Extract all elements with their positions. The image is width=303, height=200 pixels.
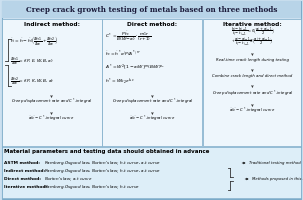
Text: Methods proposed in this study: Methods proposed in this study xyxy=(252,177,303,181)
Text: Indirect method:: Indirect method: xyxy=(4,169,45,173)
Text: $\dfrac{h_i-h_{i-1}}{t_i-t_{i-1}}=f_1\!\left(\dfrac{a_i+a_{i-1}}{2}\right)$: $\dfrac{h_i-h_{i-1}}{t_i-t_{i-1}}=f_1\!\… xyxy=(231,26,274,38)
Text: Ramberg-Osgood law, Norton's law; $h$-$t$ curve: Ramberg-Osgood law, Norton's law; $h$-$t… xyxy=(44,183,140,191)
Text: $\dot{h}_c = \dot{h}^*\alpha\left(P/A^*\right)^{n^*}$: $\dot{h}_c = \dot{h}^*\alpha\left(P/A^*\… xyxy=(105,48,142,58)
Text: Direct method:: Direct method: xyxy=(127,22,178,27)
Text: ASTM method:: ASTM method: xyxy=(4,161,40,165)
Text: $\dot{a}/\dot{c} - C^*$-integral curve: $\dot{a}/\dot{c} - C^*$-integral curve xyxy=(129,114,175,124)
Text: $\dfrac{\partial h_2}{\partial a} = f(P,K,W,B,a)$: $\dfrac{\partial h_2}{\partial a} = f(P,… xyxy=(10,75,54,87)
FancyBboxPatch shape xyxy=(102,19,202,146)
Text: Combine crack length and direct method: Combine crack length and direct method xyxy=(212,74,292,78)
Text: Norton's law; $a$-$t$ curve: Norton's law; $a$-$t$ curve xyxy=(44,175,93,183)
Text: $\dot{a}/\dot{c} - C^*$-integral curve: $\dot{a}/\dot{c} - C^*$-integral curve xyxy=(229,106,275,116)
Text: $\dot{a}/\dot{c} - C^*$-integral curve: $\dot{a}/\dot{c} - C^*$-integral curve xyxy=(28,114,75,124)
Text: Indirect method:: Indirect method: xyxy=(24,22,79,27)
Text: Creep displacement rate and $C^*$-integral: Creep displacement rate and $C^*$-integr… xyxy=(211,88,293,99)
Text: Traditional testing method: Traditional testing method xyxy=(249,161,301,165)
Text: Direct method:: Direct method: xyxy=(4,177,41,181)
Text: Ramberg-Osgood law, Norton's law; $h$-$t$ curve, $a$-$t$ curve: Ramberg-Osgood law, Norton's law; $h$-$t… xyxy=(44,167,161,175)
Text: $+\dfrac{a_i-a_{i-1}}{t_i-t_{i-1}}f_2\!\left(\dfrac{a_i+a_{i-1}}{2}\right)$: $+\dfrac{a_i-a_{i-1}}{t_i-t_{i-1}}f_2\!\… xyxy=(231,36,274,48)
Text: Iterative method:: Iterative method: xyxy=(223,22,282,27)
Text: $\dot{h}_i = \dot{h} - \dot{h}_0\!\left(\dfrac{\partial h_1}{\partial a}+\dfrac{: $\dot{h}_i = \dot{h} - \dot{h}_0\!\left(… xyxy=(10,34,58,47)
Text: $C^* = \dfrac{P\dot{h}_c}{B(W\!-\!a)}\cdot\dfrac{m_1 r}{(r\!+\!1)}$: $C^* = \dfrac{P\dot{h}_c}{B(W\!-\!a)}\cd… xyxy=(105,29,152,43)
Text: Material parameters and testing data should obtained in advance: Material parameters and testing data sho… xyxy=(4,149,209,154)
FancyBboxPatch shape xyxy=(2,147,301,198)
FancyBboxPatch shape xyxy=(2,1,301,199)
Text: Ramberg-Osgood law, Norton's law; $h$-$t$ curve, $a$-$t$ curve: Ramberg-Osgood law, Norton's law; $h$-$t… xyxy=(44,159,161,167)
Text: Creep crack growth testing of metals based on three methods: Creep crack growth testing of metals bas… xyxy=(26,5,277,14)
Text: Iterative method:: Iterative method: xyxy=(4,185,47,189)
FancyBboxPatch shape xyxy=(203,19,301,146)
Text: Real-time crack length during testing: Real-time crack length during testing xyxy=(216,58,289,62)
Text: $A^* = W^2\!\left\{1-a/W\right\}^{\!m}(B/W)^{n_b}$: $A^* = W^2\!\left\{1-a/W\right\}^{\!m}(B… xyxy=(105,62,165,72)
Text: $\dfrac{\partial h_1}{\partial a} = f(P,E,W,B,a)$: $\dfrac{\partial h_1}{\partial a} = f(P,… xyxy=(10,55,54,67)
FancyBboxPatch shape xyxy=(2,19,102,146)
Text: Creep displacement rate and $C^*$-integral: Creep displacement rate and $C^*$-integr… xyxy=(112,97,193,107)
Text: $h^* = Wk_2 e^{k_1 c}$: $h^* = Wk_2 e^{k_1 c}$ xyxy=(105,76,135,86)
Text: Creep displacement rate and $C^*$-integral: Creep displacement rate and $C^*$-integr… xyxy=(11,97,92,107)
FancyBboxPatch shape xyxy=(2,1,301,18)
